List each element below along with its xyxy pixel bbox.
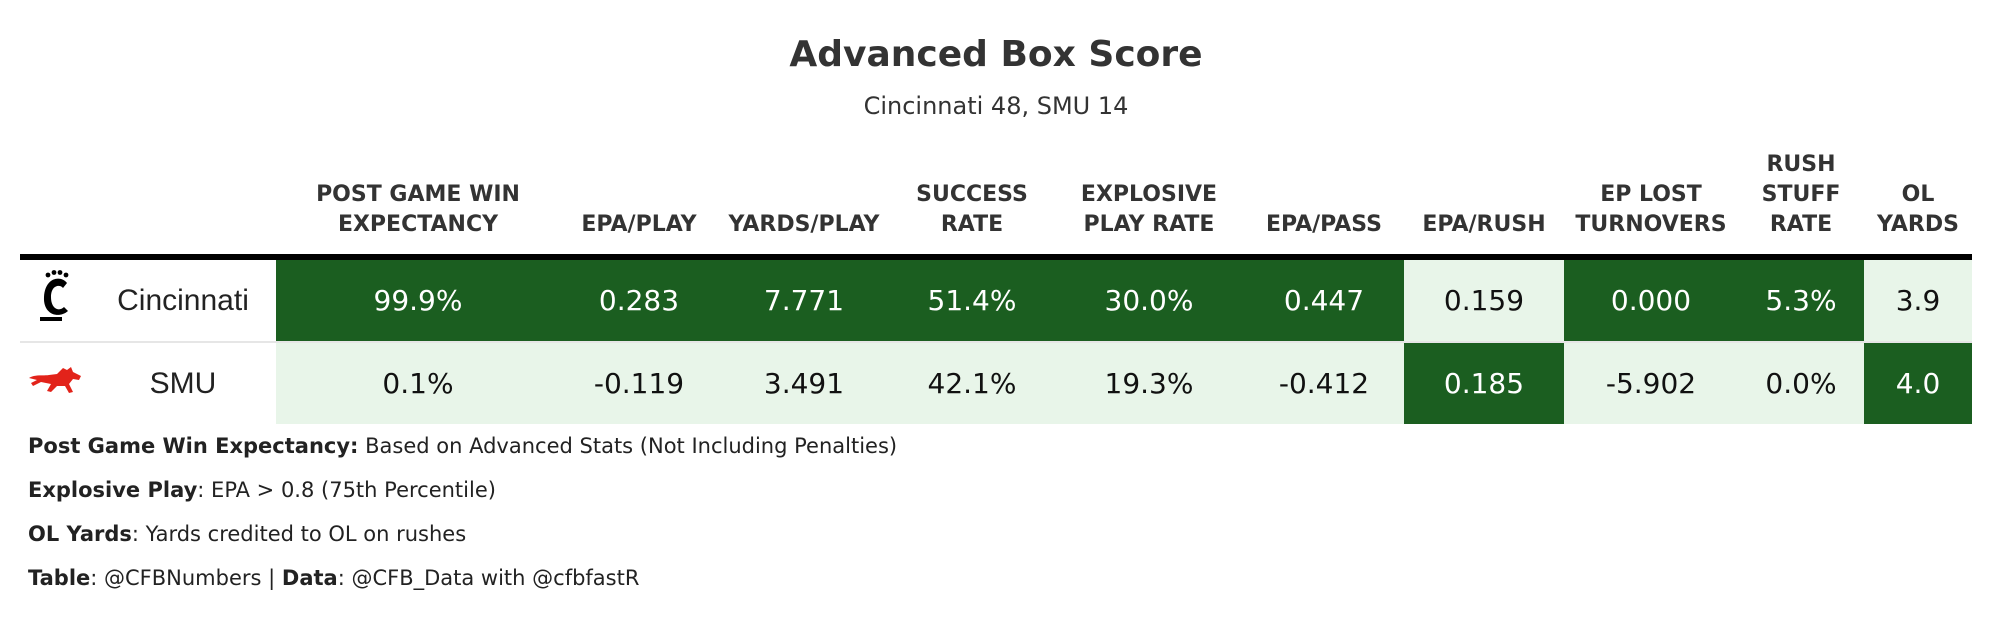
col-header-ol-yards: OL YARDS — [1864, 140, 1972, 260]
cell-smu-epa-play: -0.119 — [560, 342, 718, 424]
cell-cin-ol: 3.9 — [1864, 257, 1972, 343]
team-name-smu: SMU — [149, 366, 217, 400]
footnote-text: : Yards credited to OL on rushes — [131, 522, 467, 546]
cell-cin-yards-play: 7.771 — [718, 257, 890, 343]
team-header — [90, 140, 276, 260]
cell-smu-ep-lost: -5.902 — [1564, 342, 1738, 424]
logo-header — [20, 140, 90, 260]
col-header-yards-play: YARDS/PLAY — [718, 140, 890, 260]
cell-cin-epa-pass: 0.447 — [1244, 257, 1404, 343]
footnote-explosive-play: Explosive Play: EPA > 0.8 (75th Percenti… — [28, 478, 496, 502]
col-header-success-rate: SUCCESS RATE — [890, 140, 1054, 260]
col-header-epa-play: EPA/PLAY — [560, 140, 718, 260]
credit-term: Data — [281, 566, 338, 590]
table-row-cincinnati: Cincinnati 99.9% 0.283 7.771 51.4% 30.0%… — [20, 257, 1972, 343]
cell-cin-stuff: 5.3% — [1738, 257, 1864, 343]
source-credit: Table: @CFBNumbers | Data: @CFB_Data wit… — [28, 566, 639, 590]
col-header-wp: POST GAME WIN EXPECTANCY — [276, 140, 560, 260]
footnote-ol-yards: OL Yards: Yards credited to OL on rushes — [28, 522, 466, 546]
cell-cin-epa-play: 0.283 — [560, 257, 718, 343]
game-score-subtitle: Cincinnati 48, SMU 14 — [863, 92, 1129, 120]
cell-smu-epa-rush: 0.185 — [1404, 342, 1564, 424]
cell-smu-success: 42.1% — [890, 342, 1054, 424]
col-header-epa-rush: EPA/RUSH — [1404, 140, 1564, 260]
header-row: POST GAME WIN EXPECTANCY EPA/PLAY YARDS/… — [20, 140, 1972, 260]
box-score-table: POST GAME WIN EXPECTANCY EPA/PLAY YARDS/… — [20, 140, 1972, 424]
table-row-smu: SMU 0.1% -0.119 3.491 42.1% 19.3% -0.412… — [20, 342, 1972, 424]
mustang-icon — [29, 367, 81, 393]
cell-smu-epa-pass: -0.412 — [1244, 342, 1404, 424]
page-title: Advanced Box Score — [789, 34, 1203, 75]
footnote-term: Post Game Win Expectancy: — [28, 434, 359, 458]
cell-cin-ep-lost: 0.000 — [1564, 257, 1738, 343]
col-header-stuff-rate: RUSH STUFF RATE — [1738, 140, 1864, 260]
cell-cin-wp: 99.9% — [276, 257, 560, 343]
cincinnati-logo — [20, 257, 90, 343]
cincinnati-c-icon — [40, 270, 69, 321]
col-header-explosive: EXPLOSIVE PLAY RATE — [1054, 140, 1244, 260]
cell-cin-explosive: 30.0% — [1054, 257, 1244, 343]
cell-smu-explosive: 19.3% — [1054, 342, 1244, 424]
footnote-text: Based on Advanced Stats (Not Including P… — [358, 434, 898, 458]
cell-smu-yards-play: 3.491 — [718, 342, 890, 424]
cell-cin-epa-rush: 0.159 — [1404, 257, 1564, 343]
footnote-term: OL Yards — [28, 522, 132, 546]
team-name-cincinnati: Cincinnati — [90, 257, 276, 343]
footnote-win-expectancy: Post Game Win Expectancy: Based on Advan… — [28, 434, 897, 458]
col-header-epa-pass: EPA/PASS — [1244, 140, 1404, 260]
smu-logo — [20, 342, 90, 424]
credit-text: : @CFB_Data with @cfbfastR — [337, 566, 640, 590]
footnote-term: Explosive Play — [28, 478, 198, 502]
footnote-text: : EPA > 0.8 (75th Percentile) — [197, 478, 496, 502]
credit-text: : @CFBNumbers | — [90, 566, 282, 590]
cell-smu-wp: 0.1% — [276, 342, 560, 424]
cell-cin-success: 51.4% — [890, 257, 1054, 343]
credit-term: Table — [28, 566, 91, 590]
col-header-ep-lost: EP LOST TURNOVERS — [1564, 140, 1738, 260]
cell-smu-stuff: 0.0% — [1738, 342, 1864, 424]
cell-smu-ol: 4.0 — [1864, 342, 1972, 424]
